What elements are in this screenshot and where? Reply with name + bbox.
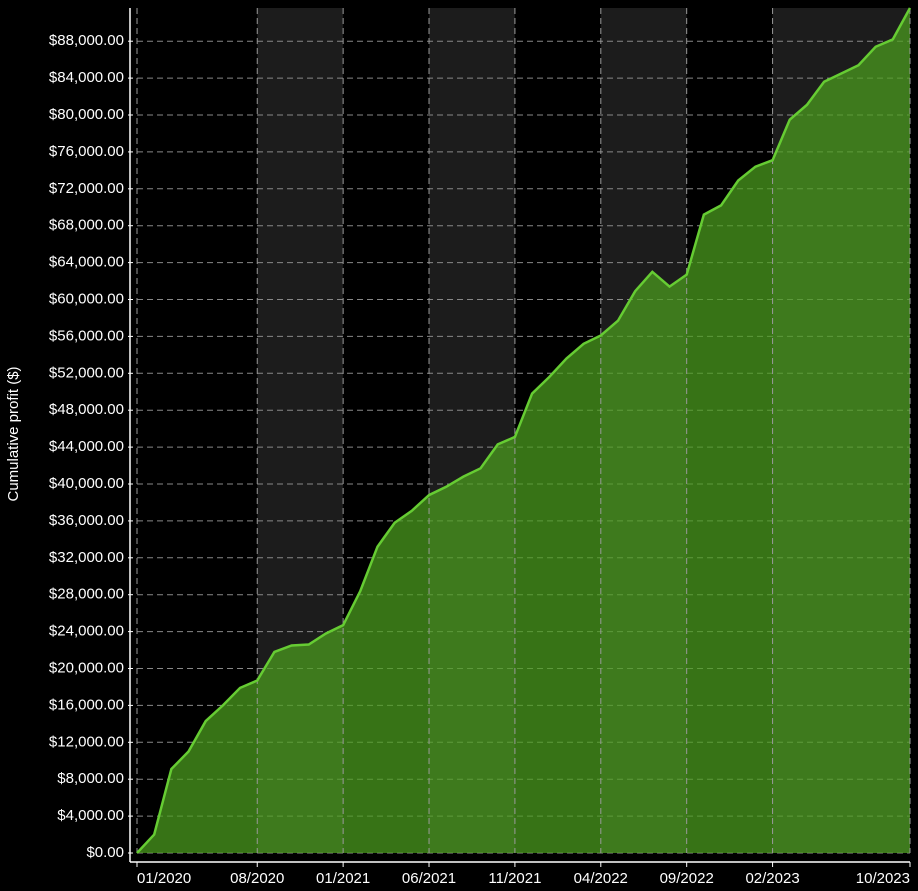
y-tick-label: $80,000.00 [49,106,124,123]
y-tick-label: $40,000.00 [49,475,124,492]
y-tick-label: $4,000.00 [57,807,124,824]
x-tick-label: 09/2022 [660,870,714,887]
x-tick-label: 11/2021 [488,870,541,887]
y-tick-label: $20,000.00 [49,659,124,676]
y-tick-label: $52,000.00 [49,364,124,381]
x-tick-label: 10/2023 [856,870,910,887]
y-tick-label: $64,000.00 [49,254,124,271]
y-tick-label: $72,000.00 [49,180,124,197]
y-tick-label: $56,000.00 [49,327,124,344]
x-tick-label: 04/2022 [574,870,628,887]
area [137,8,910,853]
y-tick-label: $36,000.00 [49,512,124,529]
y-tick-label: $32,000.00 [49,549,124,566]
y-tick-label: $76,000.00 [49,143,124,160]
y-tick-label: $16,000.00 [49,696,124,713]
y-tick-label: $48,000.00 [49,401,124,418]
x-tick-label: 08/2020 [230,870,284,887]
y-tick-label: $68,000.00 [49,217,124,234]
y-tick-label: $84,000.00 [49,69,124,86]
line [136,7,912,854]
y-axis-label: Cumulative profit ($) [5,366,22,501]
y-tick-label: $60,000.00 [49,290,124,307]
y-tick-label: $24,000.00 [49,623,124,640]
y-tick-label: $8,000.00 [57,770,124,787]
x-tick-label: 01/2020 [137,870,191,887]
y-tick-label: $0.00 [86,844,124,861]
y-tick-label: $28,000.00 [49,586,124,603]
y-tick-label: $12,000.00 [49,733,124,750]
x-tick-label: 06/2021 [402,870,456,887]
x-tick-label: 01/2021 [316,870,370,887]
y-tick-label: $88,000.00 [49,32,124,49]
x-tick-label: 02/2023 [745,870,799,887]
y-tick-label: $44,000.00 [49,438,124,455]
